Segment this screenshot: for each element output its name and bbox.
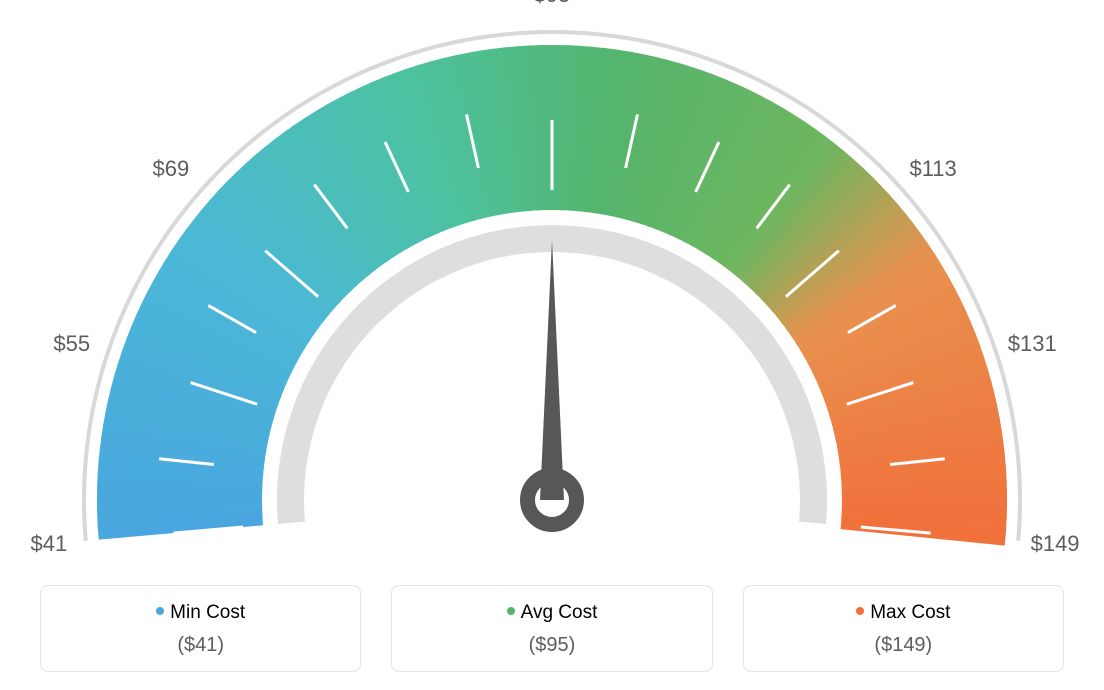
gauge-tick-label: $113 <box>909 156 956 182</box>
legend-max-value: ($149) <box>744 634 1063 657</box>
legend-max-title: Max Cost <box>744 602 1063 624</box>
gauge-svg <box>0 0 1104 560</box>
legend-max-dot <box>856 607 864 615</box>
legend-avg-value: ($95) <box>392 634 711 657</box>
gauge-area: $41 $55 $69 $95 $113 $131 $149 <box>0 0 1104 560</box>
legend-avg-title: Avg Cost <box>392 602 711 624</box>
legend-min-title: Min Cost <box>41 602 360 624</box>
legend-card-avg: Avg Cost ($95) <box>391 585 712 672</box>
gauge-tick-label: $41 <box>31 531 68 557</box>
legend-card-min: Min Cost ($41) <box>40 585 361 672</box>
legend-min-label: Min Cost <box>170 602 245 623</box>
gauge-chart-container: $41 $55 $69 $95 $113 $131 $149 Min Cost ($41) … <box>0 0 1104 690</box>
gauge-tick-label: $69 <box>153 156 190 182</box>
legend-min-dot <box>156 607 164 615</box>
gauge-tick-label: $131 <box>1008 331 1057 357</box>
legend-avg-label: Avg Cost <box>521 602 598 623</box>
gauge-tick-label: $55 <box>53 331 90 357</box>
gauge-tick-label: $149 <box>1031 531 1080 557</box>
legend-card-max: Max Cost ($149) <box>743 585 1064 672</box>
legend-max-label: Max Cost <box>870 602 950 623</box>
legend-avg-dot <box>507 607 515 615</box>
legend-row: Min Cost ($41) Avg Cost ($95) Max Cost (… <box>40 585 1064 672</box>
gauge-tick-label: $95 <box>534 0 571 8</box>
legend-min-value: ($41) <box>41 634 360 657</box>
